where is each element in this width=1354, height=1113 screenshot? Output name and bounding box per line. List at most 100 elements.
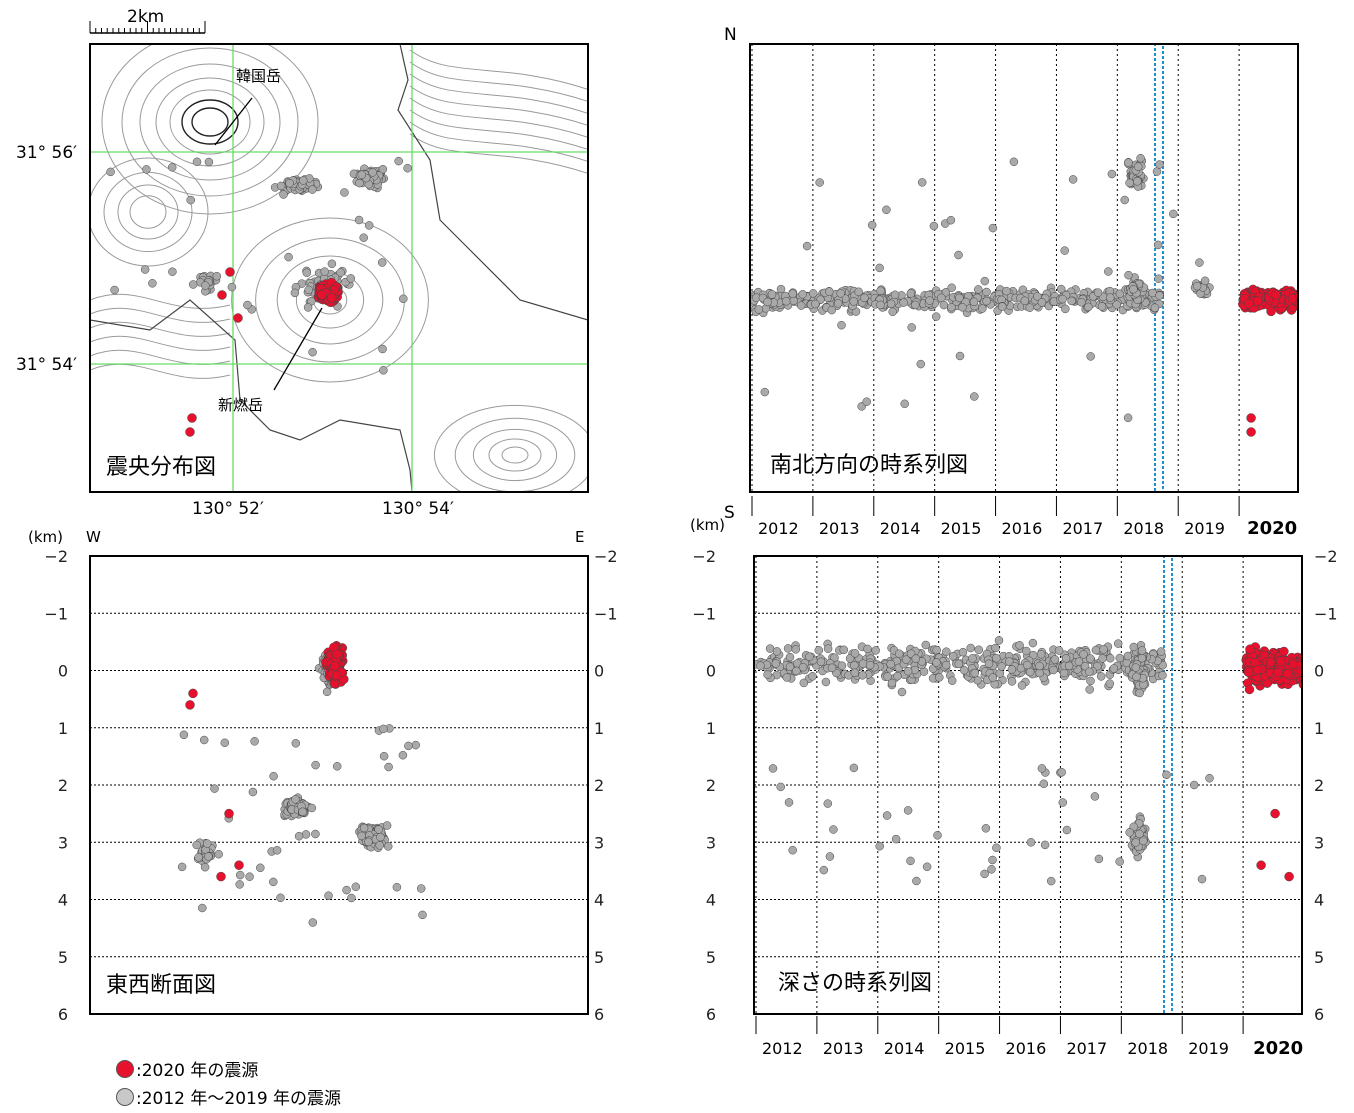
dt-year-labels: 2012 2013 2014 2015 2016 2017 2018 2019 2020 bbox=[755, 1016, 1303, 1059]
dt-events-2012-2019 bbox=[754, 636, 1214, 886]
ew-event-gray bbox=[210, 784, 219, 793]
ew-event-red bbox=[332, 649, 342, 659]
map-events-2020 bbox=[185, 267, 343, 437]
ns-event-gray bbox=[1124, 270, 1133, 280]
dt-event-gray bbox=[771, 659, 781, 668]
dt-event-gray bbox=[1007, 665, 1017, 674]
dt-event-gray bbox=[1062, 825, 1072, 835]
ns-event-gray bbox=[1112, 300, 1121, 309]
dt-event-gray bbox=[1050, 655, 1060, 664]
map-event-gray bbox=[201, 281, 210, 290]
dt-event-gray bbox=[994, 636, 1004, 645]
dt-year-label: 2012 bbox=[762, 1039, 803, 1058]
legend-2012-2019: :2012 年～2019 年の震源 bbox=[116, 1084, 341, 1109]
ns-event-gray bbox=[1067, 296, 1076, 306]
ns-event-gray bbox=[1025, 303, 1035, 312]
contour-line bbox=[409, 121, 588, 162]
ns-event-gray bbox=[1133, 162, 1143, 171]
ew-event-red bbox=[330, 661, 340, 671]
dt-event-gray bbox=[825, 852, 835, 861]
dt-year-label: 2018 bbox=[1127, 1039, 1168, 1058]
dt-event-gray bbox=[911, 654, 921, 663]
ns-event-gray bbox=[1195, 258, 1204, 267]
dt-event-gray bbox=[805, 652, 814, 661]
dt-event-gray bbox=[987, 865, 996, 874]
dt-event-gray bbox=[875, 841, 884, 851]
ns-event-gray bbox=[1002, 286, 1011, 296]
dt-event-gray bbox=[1005, 657, 1014, 666]
dt-event-gray bbox=[1086, 676, 1095, 686]
ew-event-gray bbox=[418, 910, 427, 920]
ew-event-red bbox=[234, 860, 244, 870]
dt-event-gray bbox=[883, 672, 892, 681]
map-event-gray bbox=[148, 279, 157, 288]
ns-event-gray bbox=[1200, 276, 1210, 286]
dt-event-gray bbox=[1039, 779, 1049, 789]
legend-red-label: :2020 年の震源 bbox=[136, 1061, 259, 1081]
ew-tick-left: −2 bbox=[44, 547, 68, 566]
ns-event-gray bbox=[1124, 158, 1133, 167]
ns-event-gray bbox=[1058, 294, 1067, 304]
ns-highlight-band bbox=[1154, 43, 1164, 493]
ns-event-gray bbox=[958, 303, 967, 312]
dt-year-label: 2017 bbox=[1066, 1039, 1107, 1058]
dt-event-gray bbox=[850, 661, 859, 670]
ns-event-gray bbox=[998, 302, 1007, 311]
dt-event-gray bbox=[958, 647, 968, 657]
ew-tick-right: −2 bbox=[594, 547, 618, 566]
ew-events-2020 bbox=[185, 641, 349, 882]
ns-event-gray bbox=[980, 276, 990, 286]
ns-event-gray bbox=[925, 296, 934, 305]
dt-event-gray bbox=[1015, 641, 1024, 650]
dt-event-gray bbox=[970, 668, 980, 678]
ns-event-gray bbox=[1097, 302, 1107, 311]
dt-event-gray bbox=[1135, 829, 1144, 839]
ns-event-gray bbox=[1107, 169, 1117, 179]
dt-event-gray bbox=[1098, 654, 1107, 663]
topographic-contours bbox=[90, 44, 588, 492]
contour-line bbox=[191, 107, 229, 137]
dt-event-gray bbox=[901, 655, 911, 664]
west-label: W bbox=[86, 528, 101, 546]
map-event-red bbox=[225, 267, 235, 277]
dt-tick-left: 1 bbox=[706, 719, 716, 738]
map-event-gray bbox=[188, 280, 198, 289]
map-event-gray bbox=[308, 347, 317, 357]
dt-event-gray bbox=[997, 662, 1006, 671]
dt-event-gray bbox=[1131, 663, 1141, 672]
dt-event-gray bbox=[1022, 646, 1031, 656]
contour-line bbox=[488, 438, 542, 472]
map-event-gray bbox=[327, 259, 337, 269]
dt-event-gray bbox=[1090, 792, 1100, 801]
dt-year-label: 2014 bbox=[884, 1039, 925, 1058]
ns-event-red bbox=[1246, 413, 1256, 423]
dt-event-gray bbox=[798, 662, 808, 672]
ew-tick-right: 1 bbox=[594, 719, 604, 738]
dt-event-gray bbox=[1079, 650, 1088, 659]
ns-event-gray bbox=[1155, 291, 1164, 300]
map-events-2012-2019 bbox=[106, 156, 412, 375]
dt-event-gray bbox=[1205, 773, 1214, 783]
dt-event-gray bbox=[827, 663, 837, 673]
ew-event-gray bbox=[307, 803, 317, 813]
ns-event-gray bbox=[875, 263, 884, 273]
legend-gray-dot bbox=[116, 1088, 134, 1106]
shinmoe-label: 新燃岳 bbox=[218, 396, 263, 414]
map-event-gray bbox=[340, 188, 349, 197]
ns-event-gray bbox=[867, 220, 877, 230]
contour-line bbox=[139, 63, 281, 181]
map-event-gray bbox=[377, 258, 387, 267]
dt-event-gray bbox=[921, 640, 931, 650]
dt-event-gray bbox=[1007, 677, 1017, 686]
dt-tick-left: −1 bbox=[692, 604, 716, 623]
map-event-gray bbox=[106, 167, 115, 177]
ew-event-gray bbox=[269, 877, 278, 887]
ew-tick-left: 6 bbox=[58, 1005, 68, 1024]
ns-year-label: 2017 bbox=[1062, 519, 1103, 538]
dt-event-gray bbox=[776, 782, 785, 792]
ns-event-gray bbox=[886, 299, 896, 309]
dt-event-gray bbox=[1046, 876, 1056, 886]
ns-event-gray bbox=[1169, 209, 1178, 219]
ns-year-label: 2018 bbox=[1123, 519, 1164, 538]
ns-event-gray bbox=[890, 290, 900, 300]
